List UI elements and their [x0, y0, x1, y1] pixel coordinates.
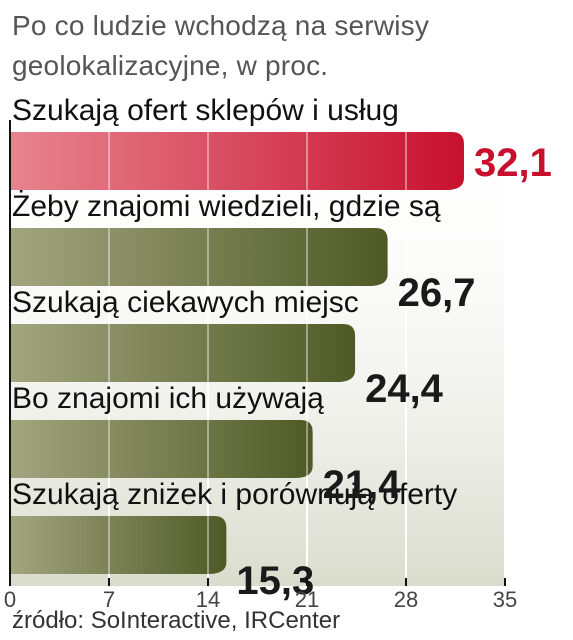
- bar-2: [10, 228, 388, 286]
- tick-label: 35: [493, 587, 517, 612]
- value-label: 32,1: [474, 141, 552, 185]
- bar-5: [10, 516, 227, 574]
- x-axis-ticks: 0 7 14 21 28 35: [4, 578, 517, 612]
- category-label: Szukają ofert sklepów i usług: [12, 94, 399, 127]
- category-label: Szukają zniżek i porównują oferty: [12, 478, 457, 511]
- bars: [10, 132, 464, 574]
- gridlines: [108, 116, 506, 582]
- value-label: 24,4: [365, 367, 444, 411]
- value-labels: 32,1 26,7 24,4 21,4 15,3: [236, 141, 551, 603]
- bar-4: [10, 420, 313, 478]
- bar-1: [10, 132, 464, 190]
- category-labels: Szukają ofert sklepów i usług Żeby znajom…: [12, 94, 457, 511]
- category-label: Szukają ciekawych miejsc: [12, 286, 359, 319]
- chart-title: Po co ludzie wchodzą na serwisy geolokal…: [12, 10, 430, 81]
- tick-label: 7: [103, 587, 115, 612]
- tick-label: 14: [196, 587, 220, 612]
- value-label: 26,7: [398, 271, 476, 315]
- bar-3: [10, 324, 356, 382]
- category-label: Bo znajomi ich używają: [12, 382, 324, 415]
- value-label: 21,4: [323, 463, 402, 507]
- tick-label: 21: [295, 587, 319, 612]
- tick-label: 0: [4, 587, 16, 612]
- tick-label: 28: [394, 587, 418, 612]
- source-note: źródło: SoInteractive, IRCenter: [12, 607, 341, 634]
- category-label: Żeby znajomi wiedzieli, gdzie są: [12, 190, 441, 223]
- value-label: 15,3: [236, 559, 314, 603]
